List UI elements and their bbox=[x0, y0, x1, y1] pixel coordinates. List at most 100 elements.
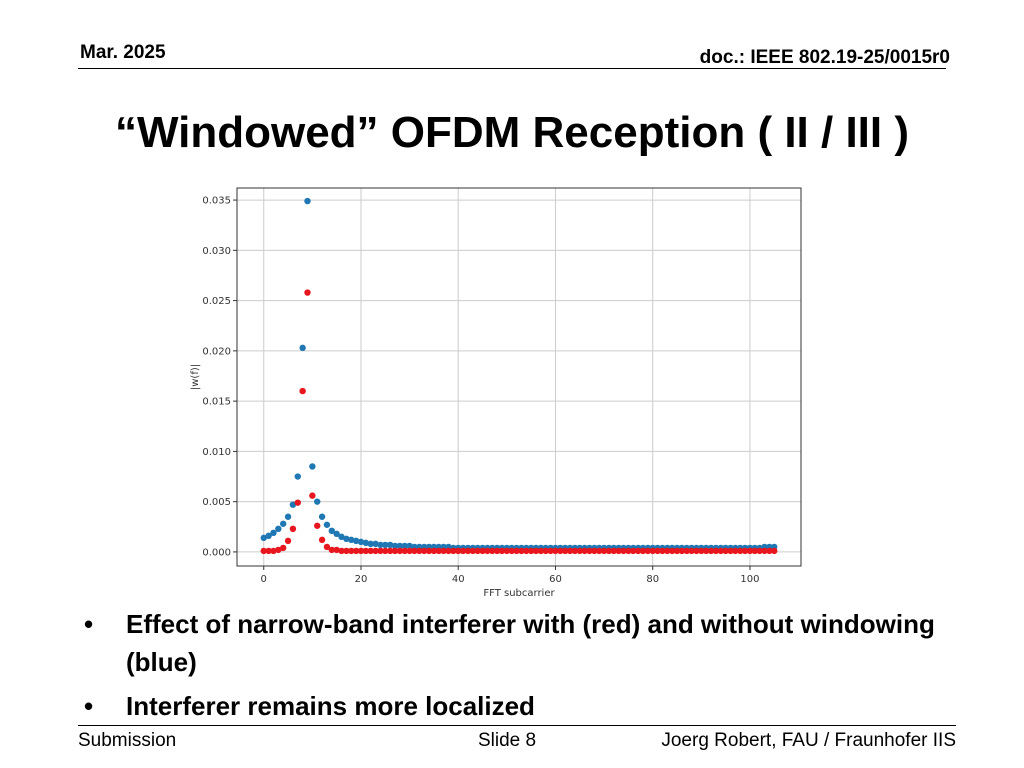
blue-series-point bbox=[265, 532, 272, 540]
red-series-point bbox=[459, 547, 467, 555]
blue-series-point bbox=[323, 521, 331, 528]
x-tick-label: 0 bbox=[261, 574, 267, 585]
blue-series-point bbox=[362, 539, 370, 547]
red-series-point bbox=[440, 547, 447, 555]
blue-series-point bbox=[386, 541, 394, 549]
red-series-point bbox=[610, 547, 618, 555]
red-series-point bbox=[479, 547, 486, 555]
blue-series-point bbox=[391, 542, 399, 550]
red-series-point bbox=[401, 547, 408, 555]
red-series-point bbox=[445, 547, 452, 555]
red-series-point bbox=[333, 546, 340, 554]
red-series-point bbox=[634, 547, 642, 555]
blue-series-point bbox=[352, 537, 360, 545]
blue-series-point bbox=[348, 536, 355, 544]
x-tick-label: 100 bbox=[740, 574, 759, 585]
bullet-item: • Effect of narrow-band interferer with … bbox=[80, 605, 960, 681]
red-series-point bbox=[727, 547, 734, 555]
red-series-point bbox=[469, 547, 477, 555]
red-series-point bbox=[391, 547, 399, 555]
red-series-point bbox=[547, 547, 554, 555]
red-series-point bbox=[557, 547, 564, 555]
red-series-point bbox=[591, 547, 598, 555]
blue-series-point bbox=[284, 513, 292, 520]
red-series-point bbox=[698, 547, 705, 555]
red-series-point bbox=[323, 543, 331, 551]
y-tick-label: 0.035 bbox=[202, 196, 231, 207]
red-series-point bbox=[328, 546, 336, 554]
blue-series-point bbox=[270, 529, 277, 537]
y-tick-label: 0.020 bbox=[202, 346, 231, 357]
red-series-point bbox=[352, 547, 360, 555]
red-series-point bbox=[265, 547, 272, 555]
red-series-point bbox=[737, 547, 744, 555]
blue-series-point bbox=[318, 513, 326, 520]
red-series-point bbox=[474, 547, 481, 555]
red-series-point bbox=[625, 547, 632, 555]
red-series-point bbox=[260, 547, 267, 555]
red-series-point bbox=[707, 547, 715, 555]
red-series-point bbox=[722, 547, 729, 555]
x-tick-label: 40 bbox=[452, 574, 465, 585]
bullet-text: Effect of narrow-band interferer with (r… bbox=[126, 609, 935, 677]
red-series-point bbox=[581, 547, 588, 555]
red-series-point bbox=[644, 547, 652, 555]
red-series-point bbox=[396, 547, 404, 555]
red-series-point bbox=[304, 289, 311, 296]
scatter-chart: 0 20 40 60 80 100 0.000 0.005 0.010 0.015 0.020 0.0… bbox=[180, 182, 810, 600]
red-series-point bbox=[450, 547, 457, 555]
red-series-point bbox=[702, 547, 710, 555]
red-series-point bbox=[382, 547, 389, 555]
red-series-point bbox=[508, 547, 515, 555]
blue-series-point bbox=[377, 541, 384, 549]
y-tick-label: 0.000 bbox=[202, 547, 231, 558]
y-tick-label: 0.005 bbox=[202, 497, 231, 508]
red-series-point bbox=[503, 547, 511, 555]
x-tick-label: 80 bbox=[646, 574, 659, 585]
red-series-point bbox=[712, 547, 720, 555]
chart-gridlines bbox=[237, 188, 801, 566]
chart-points bbox=[260, 197, 778, 555]
red-series-point bbox=[683, 547, 690, 555]
blue-series-point bbox=[382, 541, 389, 549]
red-series-point bbox=[518, 547, 525, 555]
red-series-point bbox=[338, 547, 345, 555]
red-series-point bbox=[566, 547, 574, 555]
red-series-point bbox=[649, 547, 656, 555]
red-series-point bbox=[741, 547, 749, 555]
blue-series-point bbox=[294, 473, 301, 480]
blue-series-point bbox=[304, 197, 311, 205]
blue-series-point bbox=[314, 498, 321, 505]
blue-series-point bbox=[289, 501, 297, 508]
red-series-point bbox=[654, 547, 661, 555]
red-series-point bbox=[688, 547, 695, 555]
blue-series-point bbox=[343, 535, 350, 543]
bullet-list: • Effect of narrow-band interferer with … bbox=[80, 605, 960, 731]
red-series-point bbox=[372, 547, 379, 555]
blue-series-point bbox=[275, 525, 282, 533]
red-series-point bbox=[279, 544, 287, 552]
red-series-point bbox=[270, 547, 277, 555]
red-series-point bbox=[284, 537, 292, 545]
red-series-point bbox=[756, 547, 763, 555]
x-axis-label: FFT subcarrier bbox=[483, 588, 555, 599]
y-axis-label: |w(f)| bbox=[190, 364, 201, 390]
red-series-point bbox=[527, 547, 535, 555]
blue-series-point bbox=[338, 533, 345, 541]
red-series-point bbox=[659, 547, 666, 555]
footer-author: Joerg Robert, FAU / Fraunhofer IIS bbox=[661, 730, 956, 751]
red-series-point bbox=[673, 547, 681, 555]
red-series-point bbox=[596, 547, 603, 555]
blue-series-point bbox=[372, 540, 379, 548]
red-series-point bbox=[430, 547, 438, 555]
footer-submission: Submission bbox=[78, 730, 177, 751]
header-divider bbox=[78, 68, 946, 69]
red-series-point bbox=[406, 547, 413, 555]
header-date: Mar. 2025 bbox=[80, 42, 166, 63]
red-series-point bbox=[348, 547, 355, 555]
plot-frame bbox=[236, 187, 802, 567]
red-series-point bbox=[416, 547, 423, 555]
red-series-point bbox=[464, 547, 472, 555]
red-series-point bbox=[561, 547, 569, 555]
red-series-point bbox=[411, 547, 418, 555]
